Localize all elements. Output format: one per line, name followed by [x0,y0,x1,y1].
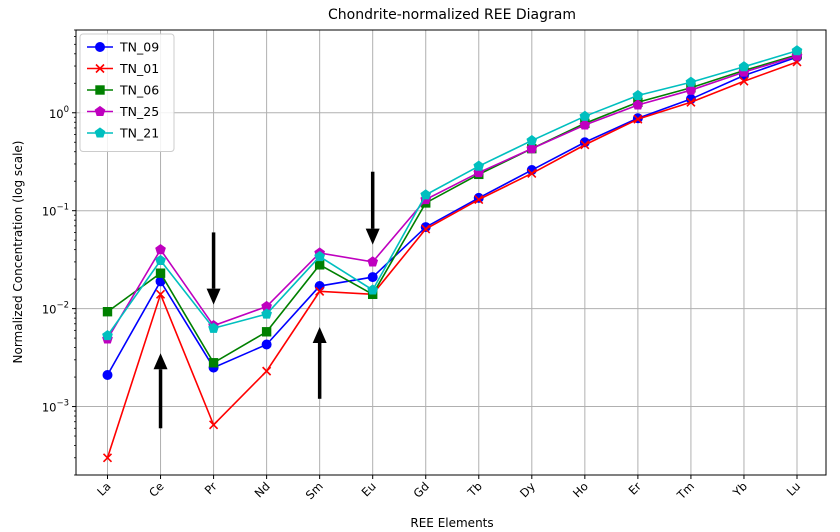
data-point [367,256,379,267]
data-point [685,84,697,95]
legend-label: TN_21 [119,126,159,141]
data-point [580,140,590,150]
data-point [421,224,431,234]
annotation-arrow-down [206,232,221,305]
legend-marker [94,105,106,117]
series-line [106,56,798,376]
annotation-arrow-up [312,326,327,399]
data-point [155,244,166,255]
annotation-arrow-up [153,353,168,429]
legend-item: TN_21 [87,126,159,141]
data-point [102,369,113,380]
data-point [791,45,803,56]
legend-marker [95,42,105,52]
data-point [685,76,697,87]
y-tick-label: 100 [49,105,69,121]
series-group [102,45,803,463]
y-tick-label: 10−1 [42,203,69,219]
data-point [261,339,272,350]
legend-marker [94,127,106,138]
data-point [261,327,272,337]
legend-marker [95,85,105,95]
data-point [738,61,750,72]
data-point [526,143,538,154]
data-point [155,254,166,266]
data-point [473,160,485,171]
data-point [102,330,113,341]
arrow-head [153,353,168,370]
legend-label: TN_09 [119,40,159,55]
data-point [314,260,325,270]
y-tick-label: 10−3 [42,399,69,415]
data-point [102,307,113,317]
data-point [208,358,219,368]
data-point [155,289,166,299]
data-point [102,453,113,463]
data-point [632,89,644,101]
data-point [208,322,219,333]
chart-title: Chondrite-normalized REE Diagram [328,7,576,23]
data-point [367,284,379,295]
legend: TN_09 TN_01 TN_06 TN_25 TN_21 [79,33,175,152]
legend-item: TN_01 [87,61,159,76]
data-point [633,114,643,124]
data-point [526,134,538,146]
legend-label: TN_25 [119,104,159,119]
x-axis-label: REE Elements [410,516,493,530]
data-point [579,119,591,130]
series-line [106,61,798,459]
arrow-head [312,326,327,343]
data-point [632,99,644,110]
data-point [579,110,591,121]
data-point [686,97,696,107]
annotation-arrow-down [365,171,380,245]
legend-item: TN_25 [87,104,159,119]
legend-box [79,33,175,152]
legend-item: TN_06 [87,83,159,98]
data-point [155,268,166,278]
data-point [261,308,272,319]
data-point [367,272,378,283]
legend-item: TN_09 [87,40,159,55]
data-point [262,366,272,376]
plot-frame [75,29,827,476]
data-point [314,250,325,262]
y-axis-label: Normalized Concentration (log scale) [11,141,25,364]
data-point [209,420,219,430]
data-point [474,194,484,205]
series-line [106,49,798,337]
series-line [106,55,798,340]
series-TN_21 [102,45,803,341]
legend-marker [95,63,105,74]
arrow-head [365,228,380,245]
annotation-arrows [153,171,380,429]
legend-label: TN_06 [119,83,159,98]
legend-label: TN_01 [119,61,159,76]
data-point [739,76,749,86]
data-point [315,286,325,296]
arrow-head [206,288,221,305]
y-tick-label: 10−2 [42,301,69,317]
y-axis-ticks: 10−3 10−2 10−1 100 [42,29,76,476]
data-point [420,189,432,200]
data-point [527,168,537,179]
series-line [107,54,798,364]
